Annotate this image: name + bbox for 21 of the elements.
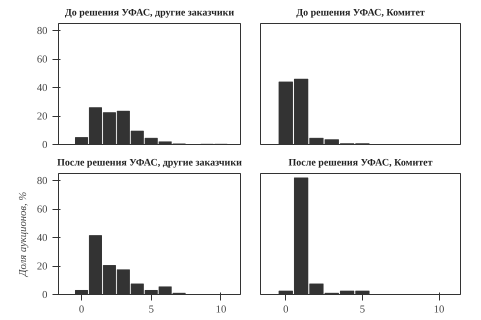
x-tick-label: 10 [216, 304, 226, 316]
y-tick-label: 60 [36, 204, 48, 216]
y-tick-label: 40 [36, 233, 48, 244]
y-tick-label: 0 [42, 290, 48, 301]
y-tick-label: 60 [36, 54, 48, 66]
y-axis-title: Доля аукционов, % [18, 192, 29, 278]
y-tick-label: 80 [36, 26, 48, 38]
y-tick-label: 80 [36, 176, 48, 188]
x-tick-label: 5 [148, 304, 154, 316]
chart-title: До решения УФАС, Комитет [296, 8, 425, 18]
chart-title: После решения УФАС, Комитет [288, 158, 433, 168]
chart-title: После решения УФАС, другие заказчики [57, 158, 242, 168]
x-tick-label: 0 [283, 304, 288, 316]
y-tick-label: 20 [36, 262, 48, 273]
y-tick-label: 40 [36, 83, 48, 94]
x-tick-label: 10 [434, 304, 444, 316]
x-tick-label: 5 [360, 304, 366, 316]
x-tick-label: 0 [78, 304, 84, 316]
y-tick-label: 0 [42, 140, 48, 151]
y-tick-label: 20 [36, 112, 48, 123]
chart-title: До решения УФАС, другие заказчики [64, 8, 234, 18]
